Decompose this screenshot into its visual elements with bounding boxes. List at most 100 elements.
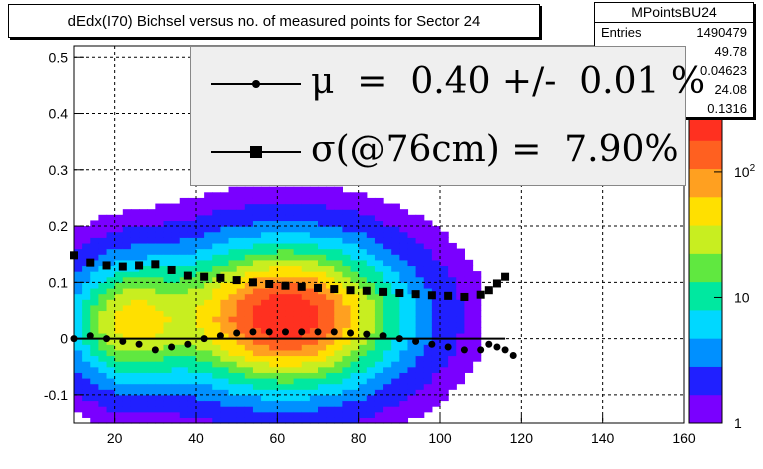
- heatmap-cell: [82, 377, 91, 385]
- heatmap-cell: [98, 282, 108, 289]
- colorbar-band: [689, 338, 722, 367]
- heatmap-cell: [163, 366, 173, 373]
- colorbar-band: [689, 366, 722, 396]
- heatmap-cell: [220, 259, 230, 267]
- heatmap-cell: [358, 226, 368, 233]
- heatmap-cell: [228, 327, 238, 334]
- heatmap-cell: [187, 242, 197, 250]
- heatmap-cell: [187, 231, 197, 238]
- heatmap-cell: [334, 377, 343, 385]
- heatmap-cell: [171, 332, 181, 340]
- heatmap-cell: [122, 282, 132, 289]
- heatmap-cell: [122, 259, 132, 267]
- heatmap-cell: [277, 287, 287, 295]
- data-point-mean: [86, 332, 94, 340]
- heatmap-cell: [293, 417, 303, 424]
- heatmap-cell: [220, 400, 230, 407]
- heatmap-cell: [374, 321, 384, 328]
- heatmap-cell: [130, 327, 140, 334]
- legend-entry-mu: μ = 0.40 +/- 0.01 %: [191, 51, 705, 117]
- legend-text-mu: μ = 0.40 +/- 0.01 %: [311, 61, 706, 102]
- heatmap-cell: [423, 271, 433, 278]
- heatmap-cell: [98, 389, 108, 396]
- heatmap-cell: [139, 344, 148, 351]
- heatmap-cell: [204, 372, 213, 379]
- heatmap-cell: [212, 389, 221, 396]
- heatmap-cell: [309, 361, 319, 368]
- heatmap-cell: [423, 310, 433, 317]
- heatmap-cell: [383, 406, 392, 413]
- heatmap-cell: [236, 271, 246, 278]
- heatmap-cell: [350, 400, 360, 407]
- heatmap-cell: [358, 271, 368, 278]
- heatmap-cell: [334, 203, 343, 210]
- heatmap-cell: [252, 231, 262, 238]
- heatmap-cell: [90, 321, 99, 328]
- heatmap-cell: [220, 197, 230, 205]
- heatmap-cell: [391, 282, 400, 289]
- heatmap-cell: [301, 394, 311, 402]
- heatmap-cell: [301, 186, 311, 193]
- heatmap-cell: [342, 389, 352, 396]
- heatmap-cell: [358, 316, 368, 323]
- heatmap-cell: [139, 293, 148, 300]
- heatmap-cell: [228, 338, 238, 345]
- data-point-sigma: [183, 271, 192, 280]
- y-tick-label: 0: [60, 331, 68, 347]
- heatmap-cell: [309, 310, 319, 317]
- heatmap-cell: [301, 355, 311, 362]
- heatmap-cell: [318, 259, 327, 267]
- heatmap-cell: [122, 321, 132, 328]
- heatmap-cell: [252, 327, 262, 334]
- heatmap-cell: [350, 287, 360, 295]
- heatmap-cell: [155, 355, 165, 362]
- heatmap-cell: [269, 265, 278, 272]
- heatmap-cell: [155, 338, 165, 345]
- heatmap-cell: [334, 332, 343, 340]
- heatmap-cell: [98, 226, 108, 233]
- heatmap-cell: [391, 242, 400, 250]
- heatmap-cell: [114, 400, 124, 407]
- heatmap-cell: [244, 394, 254, 402]
- heatmap-cell: [130, 389, 140, 396]
- heatmap-cell: [155, 389, 165, 396]
- heatmap-cell: [163, 338, 173, 345]
- heatmap-cell: [366, 214, 376, 222]
- heatmap-cell: [155, 237, 165, 244]
- heatmap-cell: [301, 299, 311, 306]
- heatmap-cell: [82, 226, 91, 233]
- heatmap-cell: [269, 377, 278, 385]
- heatmap-cell: [383, 417, 392, 424]
- heatmap-cell: [301, 214, 311, 222]
- heatmap-cell: [318, 209, 327, 216]
- heatmap-cell: [423, 254, 433, 261]
- heatmap-cell: [139, 400, 148, 407]
- heatmap-cell: [301, 344, 311, 351]
- data-point-sigma: [281, 281, 290, 290]
- heatmap-cell: [139, 299, 148, 306]
- heatmap-cell: [236, 220, 246, 227]
- heatmap-cell: [285, 355, 295, 362]
- heatmap-cell: [204, 400, 213, 407]
- heatmap-cell: [383, 344, 392, 351]
- heatmap-cell: [440, 344, 449, 351]
- heatmap-cell: [236, 372, 246, 379]
- heatmap-cell: [285, 192, 295, 199]
- heatmap-cell: [220, 293, 230, 300]
- heatmap-cell: [130, 332, 140, 340]
- heatmap-cell: [285, 389, 295, 396]
- heatmap-cell: [261, 293, 270, 300]
- heatmap-cell: [391, 394, 400, 402]
- heatmap-cell: [366, 394, 376, 402]
- heatmap-cell: [431, 394, 441, 402]
- data-point-sigma: [444, 291, 453, 300]
- heatmap-cell: [399, 332, 409, 340]
- heatmap-cell: [122, 338, 132, 345]
- heatmap-cell: [399, 287, 409, 295]
- heatmap-cell: [204, 254, 213, 261]
- heatmap-cell: [318, 226, 327, 233]
- heatmap-cell: [163, 394, 173, 402]
- heatmap-cell: [252, 400, 262, 407]
- heatmap-cell: [309, 271, 319, 278]
- heatmap-cell: [407, 389, 417, 396]
